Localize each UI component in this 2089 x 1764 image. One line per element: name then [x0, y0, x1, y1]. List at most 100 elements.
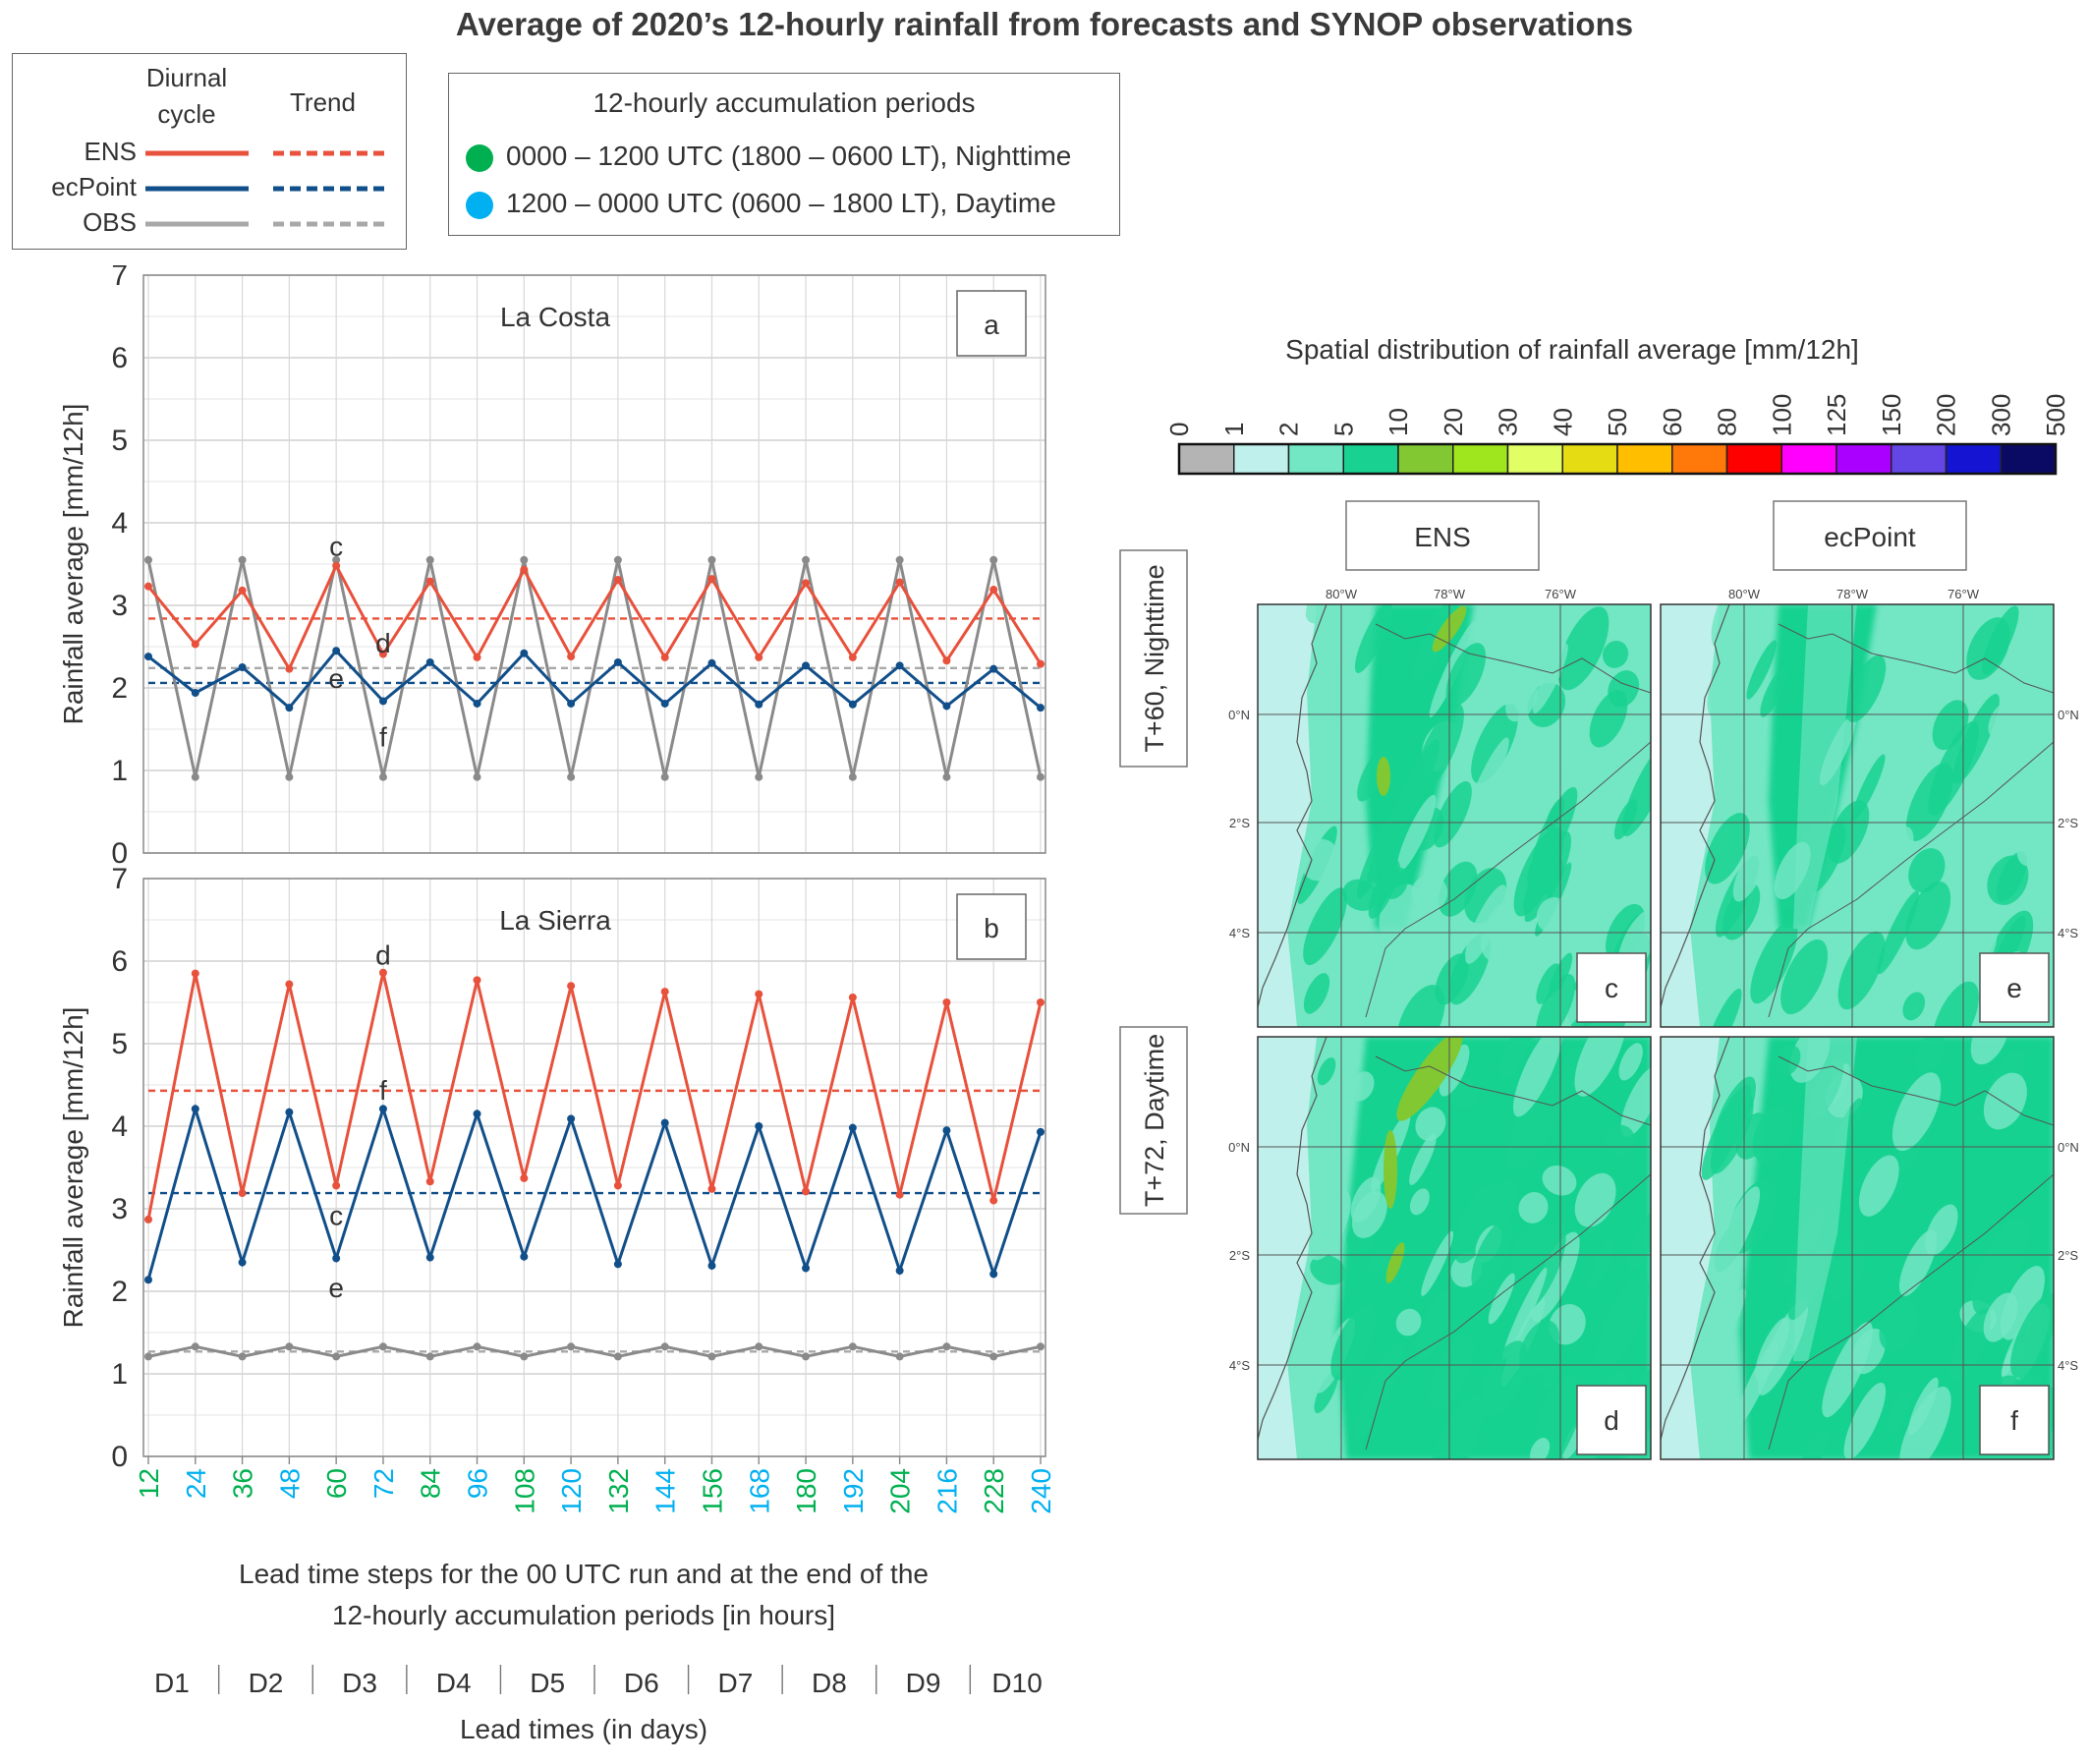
colorbar-tick-label: 125 [1822, 394, 1851, 436]
data-point-obs [425, 1352, 434, 1361]
rain-blob [1530, 1438, 1551, 1459]
colorbar-segment [1452, 443, 1509, 475]
rain-blob [1354, 604, 1393, 673]
rain-blob [1415, 1107, 1446, 1141]
data-point-obs [567, 772, 576, 781]
day-label: D7 [717, 1668, 753, 1698]
row-header: T+72, Daytime [1140, 1034, 1169, 1207]
data-point-ecpoint [802, 661, 811, 670]
border-line [1778, 623, 2054, 694]
rain-blob [1824, 1237, 1866, 1300]
rain-blob [1972, 1219, 2028, 1315]
data-point-ecpoint [613, 1260, 622, 1269]
data-point-ens [378, 968, 387, 977]
y-tick-label: 4 [111, 1110, 128, 1143]
y-tick-label: 3 [111, 1193, 128, 1225]
colorbar-segment [1287, 443, 1344, 475]
rain-blob [1435, 953, 1469, 1005]
rain-area [1258, 604, 1307, 791]
colorbar-tick-label: 20 [1439, 408, 1468, 436]
rain-blob [1715, 784, 1745, 822]
map-panel-c: c 80°W 78°W 76°W 0°N 2°S 4°S [1228, 587, 1652, 1028]
y-tick-label: 1 [111, 1358, 128, 1391]
x-tick-label: 180 [791, 1468, 821, 1514]
y-tick-label: 6 [111, 342, 128, 374]
daytime-dot-icon [466, 192, 493, 219]
y-tick-label: 5 [111, 425, 128, 457]
rain-blob [1983, 1292, 2018, 1342]
y-tick-label: 0 [111, 837, 128, 870]
x-tick-label: 108 [509, 1468, 539, 1514]
lon-tick-label: 80°W [1728, 587, 1761, 601]
data-point-ens [942, 656, 951, 665]
map-frame [1660, 603, 2055, 1028]
border-line [1375, 623, 1651, 694]
rain-blob [1519, 1320, 1559, 1377]
annotation-label: f [379, 722, 387, 753]
data-point-obs [707, 555, 716, 564]
legend-label-ecpoint: ecPoint [51, 172, 137, 201]
colorbar-tick-label: 0 [1164, 423, 1194, 436]
data-point-ens [473, 976, 481, 985]
rain-blob [1908, 848, 1946, 893]
rain-blob [1891, 1072, 1942, 1152]
colorbar-segment [1780, 443, 1837, 475]
rain-blob [1409, 1188, 1430, 1216]
data-point-ecpoint [425, 1253, 434, 1262]
data-point-ens [238, 1189, 247, 1198]
lon-tick-label: 80°W [1326, 587, 1358, 601]
rain-blob [1505, 677, 1538, 722]
rain-heavy [1383, 1130, 1397, 1209]
annotation-label: c [329, 1201, 343, 1231]
data-point-obs [942, 772, 951, 781]
rain-blob [1421, 1230, 1454, 1296]
lat-tick-label: 0°N [2058, 1140, 2079, 1155]
colorbar-tick-label: 1 [1219, 423, 1249, 436]
rain-blob [1507, 1118, 1543, 1170]
data-point-obs [942, 1342, 951, 1351]
rain-blob [1543, 717, 1582, 774]
colorbar-segment [1397, 443, 1454, 475]
data-point-ecpoint [425, 657, 434, 666]
y-axis-label: Rainfall average [mm/12h] [58, 1007, 88, 1329]
data-point-ens [191, 640, 199, 649]
data-point-ens [613, 575, 622, 584]
lat-tick-label: 2°S [1229, 816, 1250, 830]
data-point-obs [895, 1352, 904, 1361]
rain-blob [1500, 1037, 1542, 1079]
rain-blob [1711, 1186, 1761, 1281]
data-point-obs [848, 772, 857, 781]
legend-col-diurnal: Diurnal cycle [145, 63, 228, 129]
data-point-ecpoint [755, 1122, 763, 1130]
rain-blob [1413, 704, 1464, 796]
x-tick-label: 24 [181, 1468, 211, 1499]
x-tick-label: 84 [416, 1468, 446, 1499]
data-point-obs [238, 1352, 247, 1361]
page-title: Average of 2020’s 12-hourly rainfall fro… [455, 6, 1634, 42]
rain-blob [1618, 1043, 1643, 1081]
colorbar-segment [1561, 443, 1618, 475]
rain-blob [1507, 949, 1552, 1027]
rain-blob [1396, 794, 1437, 873]
rain-blob [1707, 637, 1755, 717]
data-point-ens [660, 988, 669, 996]
data-point-ecpoint [567, 1114, 576, 1123]
data-point-ens [895, 1190, 904, 1199]
data-point-obs [191, 772, 199, 781]
column-header-box [1773, 500, 1967, 571]
rain-heavy [1385, 1242, 1405, 1283]
data-point-obs [378, 772, 387, 781]
lat-tick-label: 0°N [1228, 1140, 1250, 1155]
panel-title: La Sierra [499, 905, 611, 936]
map-frame [1257, 1036, 1652, 1460]
data-point-ens [660, 653, 669, 661]
data-point-ecpoint [848, 1123, 857, 1132]
x-tick-label: 36 [228, 1468, 258, 1499]
lon-tick-label: 78°W [1836, 587, 1869, 601]
rain-blob [1430, 1334, 1474, 1409]
coastline [1258, 1037, 1327, 1441]
x-tick-label: 144 [650, 1468, 681, 1514]
rain-blob [1837, 931, 1886, 1010]
map-letter: c [1605, 973, 1618, 1003]
